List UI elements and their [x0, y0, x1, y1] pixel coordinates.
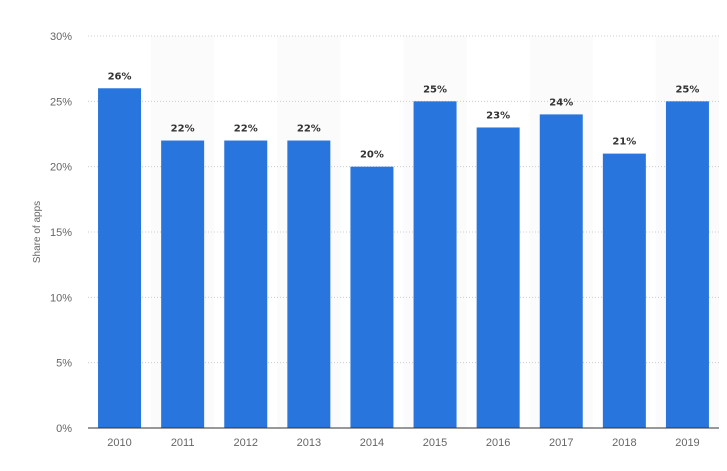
x-axis-ticks: 2010 2011 2012 2013 2014 2015 2016 2017 2018 2019 — [107, 437, 699, 449]
x-tick-label: 2016 — [486, 437, 510, 449]
x-tick-label: 2011 — [171, 437, 195, 449]
x-tick-label: 2018 — [612, 437, 636, 449]
data-label: 21% — [612, 137, 636, 148]
x-tick-label: 2015 — [423, 437, 447, 449]
data-label: 25% — [423, 84, 447, 95]
y-tick-label: 10% — [50, 292, 72, 304]
bar[interactable] — [539, 114, 583, 429]
bar[interactable] — [350, 166, 394, 428]
y-tick-label: 0% — [56, 423, 72, 435]
data-label: 22% — [171, 124, 195, 135]
bar[interactable] — [602, 153, 646, 428]
data-label: 26% — [108, 71, 132, 82]
y-axis-label: Share of apps — [32, 201, 43, 263]
x-tick-label: 2017 — [549, 437, 573, 449]
x-tick-label: 2012 — [234, 437, 258, 449]
y-tick-label: 15% — [50, 227, 72, 239]
data-label: 24% — [549, 97, 573, 108]
y-axis-ticks: 0% 5% 10% 15% 20% 25% 30% — [50, 31, 72, 435]
bar[interactable] — [287, 140, 331, 429]
y-tick-label: 20% — [50, 162, 72, 174]
bar[interactable] — [224, 140, 268, 429]
y-tick-label: 25% — [50, 96, 72, 108]
x-tick-label: 2019 — [675, 437, 699, 449]
bar[interactable] — [476, 127, 520, 428]
y-tick-label: 30% — [50, 31, 72, 43]
data-label: 23% — [486, 110, 510, 121]
bar[interactable] — [413, 101, 457, 428]
x-tick-label: 2014 — [360, 437, 384, 449]
data-label: 22% — [297, 124, 321, 135]
data-label: 22% — [234, 124, 258, 135]
x-tick-label: 2010 — [107, 437, 131, 449]
y-tick-label: 5% — [56, 358, 72, 370]
bars — [98, 88, 709, 429]
data-labels: 26% 22% 22% 22% 20% 25% 23% 24% 21% 25% — [108, 71, 700, 160]
x-tick-label: 2013 — [297, 437, 321, 449]
data-label: 20% — [360, 150, 384, 161]
bar[interactable] — [98, 88, 142, 429]
bar[interactable] — [665, 101, 709, 428]
data-label: 25% — [675, 84, 699, 95]
bar[interactable] — [161, 140, 205, 429]
